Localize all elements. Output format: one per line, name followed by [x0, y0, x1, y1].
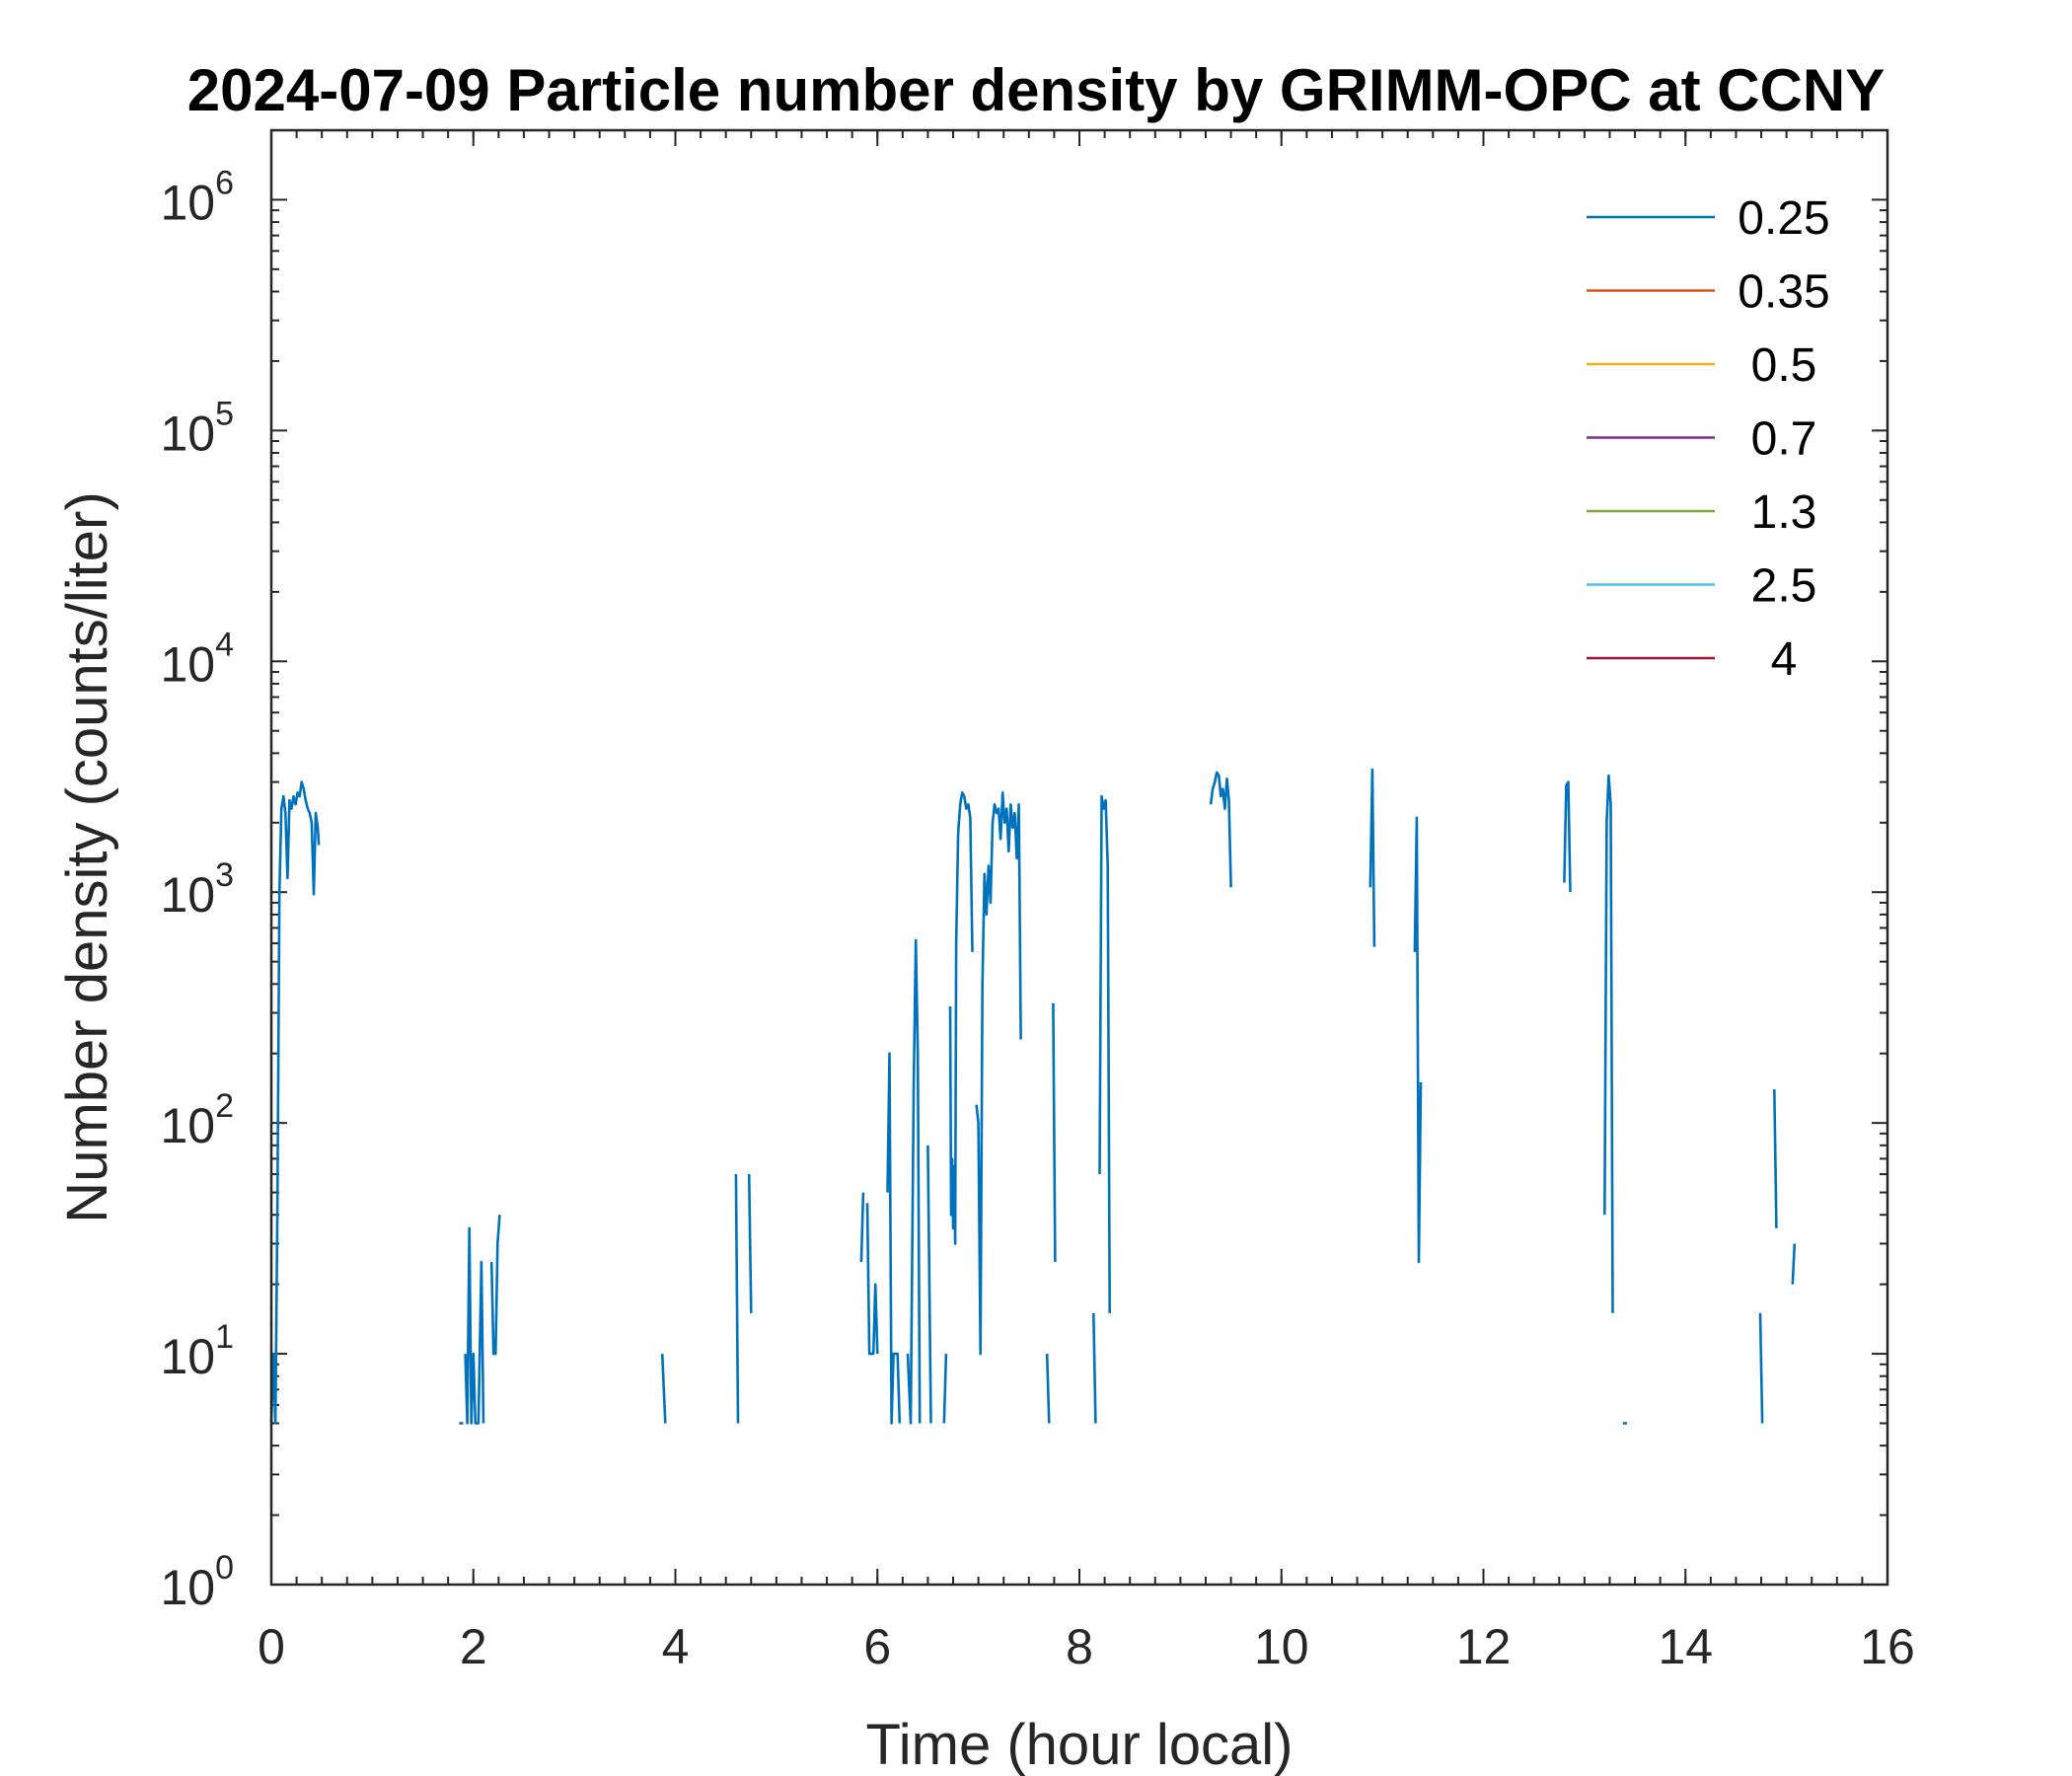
legend-label: 0.35	[1738, 266, 1829, 319]
y-tick-label: 102	[160, 1087, 234, 1153]
x-tick-label: 16	[1860, 1619, 1915, 1674]
series-line	[464, 1226, 485, 1425]
series-line	[747, 1173, 753, 1313]
y-axis-label: Number density (counts/liter)	[55, 491, 119, 1222]
x-tick-labels: 0 2 4 6 8 10 12 14 16	[258, 1619, 1915, 1674]
series-line	[906, 938, 922, 1425]
series-line	[975, 790, 1022, 1356]
series-line	[1052, 1002, 1057, 1263]
legend-label: 2.5	[1751, 560, 1817, 613]
y-tick-label: 101	[160, 1318, 234, 1384]
series-line	[865, 1203, 879, 1356]
y-tick-label: 103	[160, 856, 234, 923]
y-tick-label: 106	[160, 164, 234, 230]
series-line	[660, 1354, 667, 1424]
series-line	[1563, 780, 1572, 893]
y-tick-labels: 100 101 102 103 104 105 106	[160, 164, 234, 1615]
y-tick-label: 105	[160, 395, 234, 461]
major-ticks	[270, 130, 1888, 1586]
y-tick-label: 100	[160, 1549, 234, 1615]
series-line	[859, 1192, 865, 1263]
x-tick-label: 14	[1658, 1619, 1713, 1674]
series-line	[1098, 794, 1111, 1313]
legend: 0.25 0.35 0.5 0.7 1.3 2.5 4	[1587, 192, 1830, 686]
minor-ticks	[270, 129, 1888, 1585]
legend-label: 0.7	[1751, 413, 1817, 466]
series-0.25	[269, 768, 1797, 1425]
series-line	[1092, 1312, 1097, 1424]
series-layer	[269, 768, 1797, 1425]
series-line	[1758, 1312, 1764, 1424]
x-tick-label: 10	[1254, 1619, 1309, 1674]
legend-label: 4	[1771, 633, 1798, 686]
x-tick-label: 4	[662, 1619, 690, 1674]
legend-label: 1.3	[1751, 486, 1817, 539]
y-tick-label: 104	[160, 626, 234, 692]
x-axis-label: Time (hour local)	[866, 1713, 1294, 1776]
x-tick-label: 0	[258, 1619, 285, 1674]
x-tick-label: 6	[863, 1619, 891, 1674]
legend-label: 0.5	[1751, 339, 1817, 392]
x-tick-label: 12	[1456, 1619, 1512, 1674]
series-line	[886, 1052, 902, 1425]
x-tick-label: 2	[460, 1619, 487, 1674]
series-line	[1413, 816, 1423, 1264]
series-line	[948, 790, 974, 1245]
plot-area-frame	[269, 128, 1889, 1587]
series-line	[489, 1215, 501, 1356]
series-line	[269, 780, 321, 1425]
legend-label: 0.25	[1738, 192, 1829, 245]
x-tick-label: 8	[1066, 1619, 1093, 1674]
series-line	[1209, 771, 1232, 888]
series-line	[942, 1354, 948, 1424]
series-line	[926, 1145, 932, 1424]
series-line	[1369, 768, 1376, 947]
series-line	[1603, 774, 1614, 1313]
series-line	[1791, 1243, 1797, 1285]
chart-title: 2024-07-09 Particle number density by GR…	[187, 57, 1886, 123]
series-line	[734, 1173, 740, 1424]
series-line	[1045, 1354, 1051, 1424]
series-line	[1773, 1088, 1778, 1228]
